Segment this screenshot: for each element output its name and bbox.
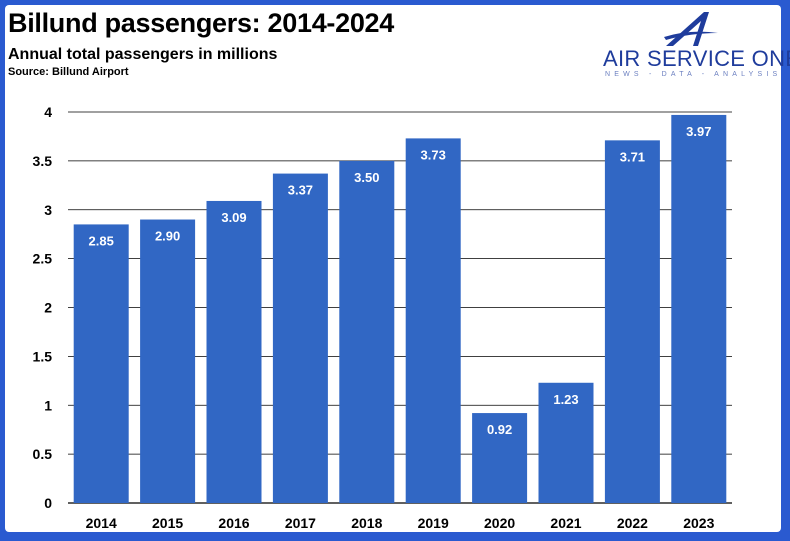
y-tick-label: 3 (44, 202, 52, 218)
bar-2023 (671, 114, 727, 504)
bar-2019 (405, 138, 461, 503)
bars: 2.85 2014 2.90 2015 3.09 2016 3.37 2017 3.50 2018… (73, 114, 727, 531)
data-label: 0.92 (487, 422, 512, 437)
bar-2015 (140, 219, 196, 503)
x-tick-label: 2019 (418, 515, 449, 531)
chart-source: Source: Billund Airport (8, 66, 129, 78)
x-tick-label: 2021 (550, 515, 581, 531)
x-tick-label: 2015 (152, 515, 183, 531)
data-label: 3.09 (221, 210, 246, 225)
y-tick-label: 1.5 (33, 348, 53, 364)
y-tick-label: 0.5 (33, 446, 53, 462)
bar-2014 (73, 224, 129, 503)
x-tick-label: 2020 (484, 515, 515, 531)
y-tick-label: 0 (44, 495, 52, 511)
y-tick-label: 2 (44, 300, 52, 316)
data-label: 3.73 (421, 147, 446, 162)
bar-2017 (272, 173, 328, 503)
logo-name: AIR SERVICE ONE (603, 46, 790, 71)
bar-2022 (604, 140, 660, 503)
data-label: 2.85 (89, 233, 114, 248)
data-label: 3.37 (288, 183, 313, 198)
data-label: 3.71 (620, 149, 645, 164)
x-tick-label: 2017 (285, 515, 316, 531)
y-tick-label: 3.5 (33, 153, 53, 169)
y-tick-label: 2.5 (33, 251, 53, 267)
x-tick-label: 2014 (86, 515, 117, 531)
bar-2020 (472, 413, 528, 503)
data-label: 1.23 (553, 392, 578, 407)
bar-2021 (538, 382, 594, 503)
x-tick-label: 2023 (683, 515, 714, 531)
x-tick-label: 2016 (218, 515, 249, 531)
data-label: 3.50 (354, 170, 379, 185)
x-tick-label: 2018 (351, 515, 382, 531)
x-tick-label: 2022 (617, 515, 648, 531)
stylized-a-icon (664, 12, 718, 46)
y-tick-label: 4 (44, 104, 52, 120)
data-label: 3.97 (686, 124, 711, 139)
bar-2018 (339, 160, 395, 503)
data-label: 2.90 (155, 229, 180, 244)
bar-2016 (206, 200, 262, 503)
y-tick-label: 1 (44, 397, 52, 413)
chart-subtitle: Annual total passengers in millions (8, 46, 278, 63)
logo-tagline: NEWS - DATA - ANALYSIS (605, 71, 782, 78)
chart-title: Billund passengers: 2014-2024 (8, 8, 394, 38)
